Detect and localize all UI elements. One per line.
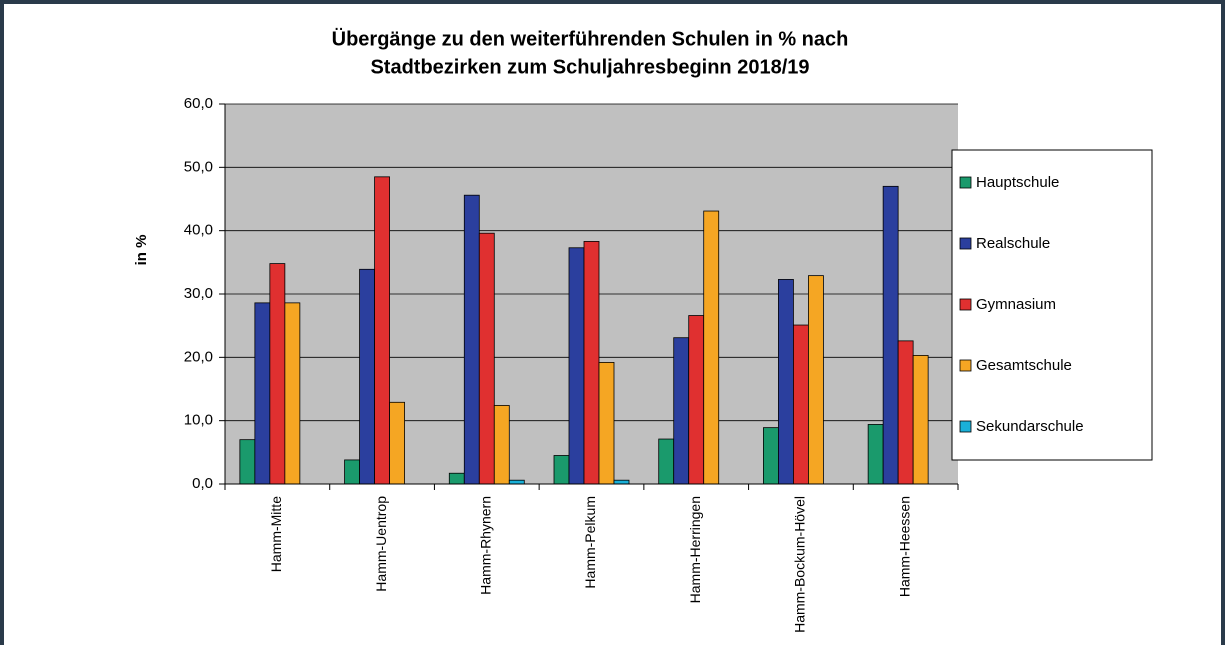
y-tick-label: 20,0 <box>184 348 213 365</box>
bar <box>867 424 884 485</box>
bar <box>613 479 630 485</box>
bar <box>284 302 301 485</box>
bar <box>703 210 720 485</box>
bar <box>553 455 570 485</box>
x-tick-label: Hamm-Uentrop <box>373 496 389 592</box>
bar <box>493 405 510 485</box>
bar <box>463 194 480 485</box>
bar <box>254 302 271 485</box>
bar <box>359 268 375 485</box>
bar <box>389 401 405 485</box>
y-tick-label: 60,0 <box>184 95 213 112</box>
x-tick-label: Hamm-Herringen <box>687 496 703 603</box>
bar <box>778 279 794 485</box>
chart-title: Übergänge zu den weiterführenden Schulen… <box>332 27 849 50</box>
y-axis-label: in % <box>133 235 150 266</box>
bar <box>239 439 256 485</box>
bar <box>912 355 929 485</box>
bar <box>808 275 824 485</box>
legend-swatch <box>959 237 972 250</box>
bar <box>688 315 705 485</box>
x-tick-label: Hamm-Mitte <box>268 496 284 572</box>
bar <box>478 232 495 485</box>
x-tick-label: Hamm-Heessen <box>896 496 912 597</box>
bar <box>374 176 390 485</box>
bar <box>344 459 360 485</box>
bar <box>673 337 690 485</box>
y-tick-label: 30,0 <box>184 285 213 302</box>
bar <box>508 479 525 485</box>
legend-swatch <box>959 420 972 433</box>
legend-label: Gymnasium <box>976 296 1056 313</box>
y-tick-label: 10,0 <box>184 412 213 429</box>
bar <box>658 438 675 485</box>
legend-label: Realschule <box>976 235 1050 252</box>
bar <box>793 324 809 485</box>
legend-box <box>951 149 1153 461</box>
x-tick-label: Hamm-Pelkum <box>582 496 598 589</box>
bar <box>897 340 914 485</box>
bar <box>448 472 465 485</box>
x-tick-label: Hamm-Bockum-Hövel <box>792 496 808 633</box>
bar <box>763 427 779 485</box>
x-tick-label: Hamm-Rhynern <box>477 496 493 595</box>
legend-swatch <box>959 176 972 189</box>
legend-swatch <box>959 298 972 311</box>
bar <box>269 263 286 485</box>
y-tick-label: 50,0 <box>184 158 213 175</box>
chart-title: Stadtbezirken zum Schuljahresbeginn 2018… <box>370 56 809 78</box>
bar <box>568 247 585 485</box>
bar <box>583 241 600 485</box>
bar <box>882 185 899 485</box>
legend-label: Gesamtschule <box>976 357 1072 374</box>
y-tick-label: 0,0 <box>192 475 213 492</box>
legend-label: Hauptschule <box>976 174 1059 191</box>
bar <box>598 361 615 485</box>
y-tick-label: 40,0 <box>184 222 213 239</box>
legend-swatch <box>959 359 972 372</box>
legend-label: Sekundarschule <box>976 418 1084 435</box>
